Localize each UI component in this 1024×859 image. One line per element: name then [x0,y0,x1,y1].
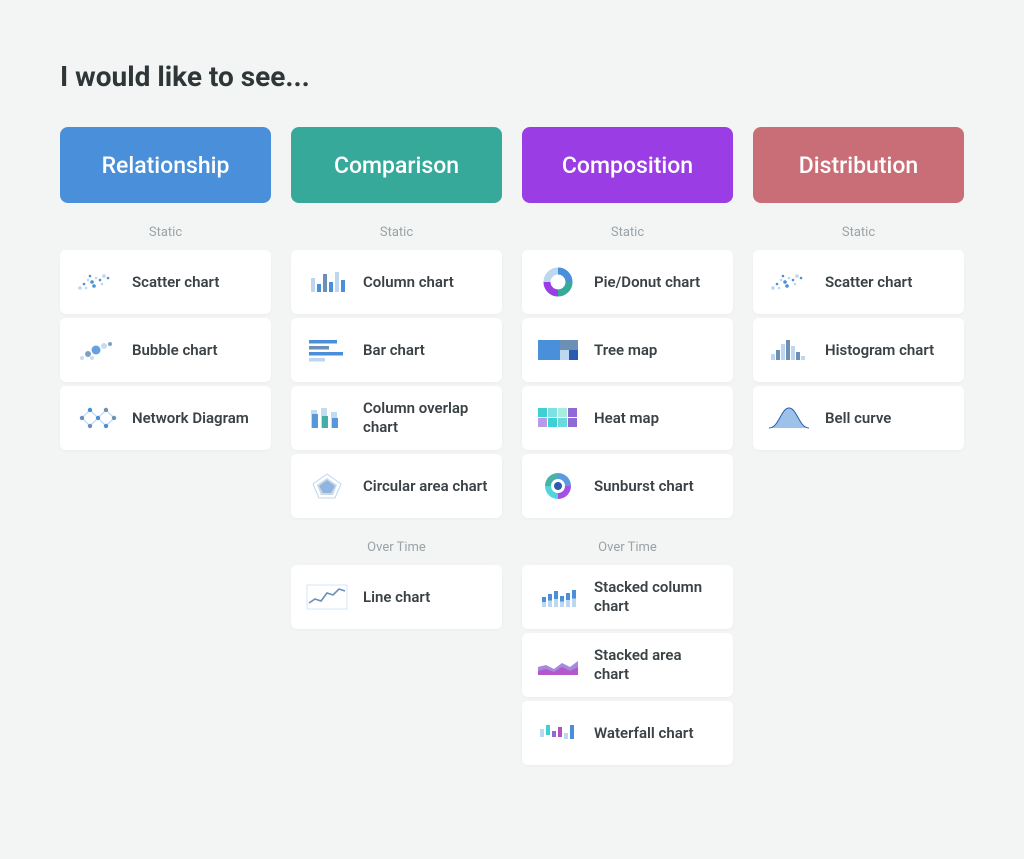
chart-option-label: Stacked column chart [594,578,719,616]
column-header-comparison[interactable]: Comparison [291,127,502,203]
chart-option-sunburst-chart[interactable]: Sunburst chart [522,454,733,518]
chart-option-label: Network Diagram [132,409,249,428]
heatmap-icon [536,402,580,434]
scatter-icon [74,266,118,298]
chart-option-label: Line chart [363,588,430,607]
chart-option-column-chart[interactable]: Column chart [291,250,502,314]
chart-option-label: Tree map [594,341,657,360]
chart-option-stacked-column-chart[interactable]: Stacked column chart [522,565,733,629]
chart-option-bubble-chart[interactable]: Bubble chart [60,318,271,382]
chart-option-label: Bar chart [363,341,425,360]
donut-icon [536,266,580,298]
sunburst-icon [536,470,580,502]
section-label: Static [60,225,271,240]
chart-option-label: Scatter chart [825,273,912,292]
chart-option-line-chart[interactable]: Line chart [291,565,502,629]
chart-option-scatter-chart-d[interactable]: Scatter chart [753,250,964,314]
network-icon [74,402,118,434]
section-label: Static [291,225,502,240]
chart-option-label: Waterfall chart [594,724,694,743]
column-distribution: Distribution Static Scatter chart Histogram… [753,127,964,769]
chart-option-circular-area-chart[interactable]: Circular area chart [291,454,502,518]
chart-option-tree-map[interactable]: Tree map [522,318,733,382]
chart-option-label: Column chart [363,273,454,292]
waterfall-icon [536,717,580,749]
column-header-distribution[interactable]: Distribution [753,127,964,203]
chart-option-label: Circular area chart [363,477,487,496]
histogram-icon [767,334,811,366]
chart-option-label: Pie/Donut chart [594,273,700,292]
chart-option-label: Sunburst chart [594,477,694,496]
bell-icon [767,402,811,434]
section-label: Static [522,225,733,240]
section-label: Static [753,225,964,240]
column-header-composition[interactable]: Composition [522,127,733,203]
treemap-icon [536,334,580,366]
chart-type-columns: Relationship Static Scatter chart Bubble ch… [60,127,964,769]
line-icon [305,581,349,613]
scatter-icon [767,266,811,298]
chart-option-label: Bubble chart [132,341,218,360]
chart-option-label: Histogram chart [825,341,934,360]
page-title: I would like to see... [60,60,964,93]
stackcol-icon [536,581,580,613]
stackarea-icon [536,649,580,681]
section-label: Over Time [291,540,502,555]
chart-option-heat-map[interactable]: Heat map [522,386,733,450]
chart-option-bar-chart[interactable]: Bar chart [291,318,502,382]
chart-option-label: Scatter chart [132,273,219,292]
chart-option-bell-curve[interactable]: Bell curve [753,386,964,450]
chart-option-column-overlap-chart[interactable]: Column overlap chart [291,386,502,450]
col-ovl-icon [305,402,349,434]
chart-option-waterfall-chart[interactable]: Waterfall chart [522,701,733,765]
chart-option-label: Bell curve [825,409,891,428]
chart-option-histogram-chart[interactable]: Histogram chart [753,318,964,382]
column-composition: Composition Static Pie/Donut chart Tree map… [522,127,733,769]
column-header-relationship[interactable]: Relationship [60,127,271,203]
chart-option-scatter-chart[interactable]: Scatter chart [60,250,271,314]
section-label: Over Time [522,540,733,555]
column-comparison: Comparison Static Column chart Bar chart Col… [291,127,502,769]
chart-option-label: Column overlap chart [363,399,488,437]
column-icon [305,266,349,298]
bars-icon [305,334,349,366]
chart-option-label: Stacked area chart [594,646,719,684]
column-relationship: Relationship Static Scatter chart Bubble ch… [60,127,271,769]
bubble-icon [74,334,118,366]
chart-option-stacked-area-chart[interactable]: Stacked area chart [522,633,733,697]
chart-option-pie-donut-chart[interactable]: Pie/Donut chart [522,250,733,314]
chart-option-network-diagram[interactable]: Network Diagram [60,386,271,450]
chart-option-label: Heat map [594,409,659,428]
radar-icon [305,470,349,502]
